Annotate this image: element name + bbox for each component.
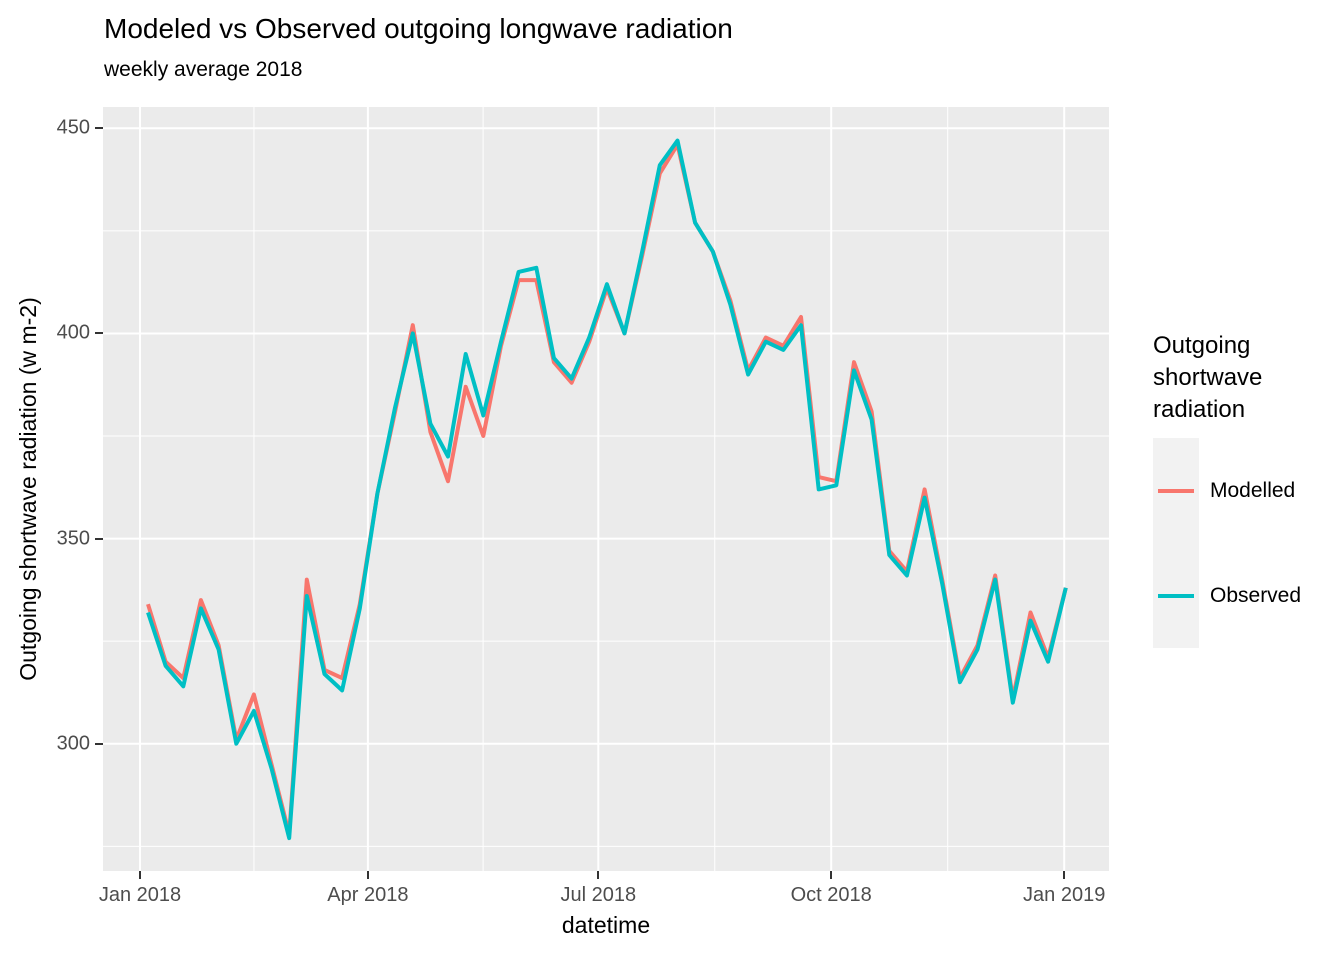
y-tick-mark (95, 537, 103, 540)
x-tick-label: Apr 2018 (327, 884, 409, 906)
series-line-observed (146, 138, 1068, 841)
series-line-modelled (146, 142, 1068, 836)
y-tick-mark (95, 127, 103, 130)
x-axis-title: datetime (561, 912, 651, 938)
x-tick-mark (139, 871, 141, 879)
y-tick-label: 400 (56, 321, 90, 344)
legend-key-line-icon (1158, 593, 1194, 598)
y-axis-title: Outgoing shortwave radiation (w m-2) (15, 297, 41, 681)
plot-area (103, 107, 1109, 871)
x-tick-mark (366, 871, 369, 879)
legend-key-modelled (1153, 438, 1199, 543)
y-tick-mark (95, 332, 103, 335)
legend-label-modelled: Modelled (1210, 478, 1296, 502)
y-tick-label: 300 (56, 732, 90, 755)
legend-key-line-icon (1158, 488, 1194, 493)
x-tick-mark (830, 871, 833, 879)
legend-label-observed: Observed (1210, 583, 1302, 607)
x-tick-label: Oct 2018 (790, 884, 872, 906)
legend-title: Outgoing shortwave radiation (1153, 332, 1263, 423)
x-tick-mark (597, 871, 600, 879)
plot-panel (103, 107, 1109, 871)
y-tick-label: 450 (56, 116, 90, 139)
chart-subtitle: weekly average 2018 (104, 58, 303, 81)
x-tick-label: Jul 2018 (560, 884, 637, 906)
x-tick-mark (1063, 871, 1066, 879)
legend-key-observed (1153, 543, 1199, 648)
y-tick-label: 350 (56, 527, 90, 550)
y-tick-mark (95, 742, 103, 745)
x-tick-label: Jan 2018 (98, 884, 182, 906)
chart-title: Modeled vs Observed outgoing longwave ra… (104, 13, 733, 44)
x-tick-label: Jan 2019 (1023, 884, 1106, 906)
